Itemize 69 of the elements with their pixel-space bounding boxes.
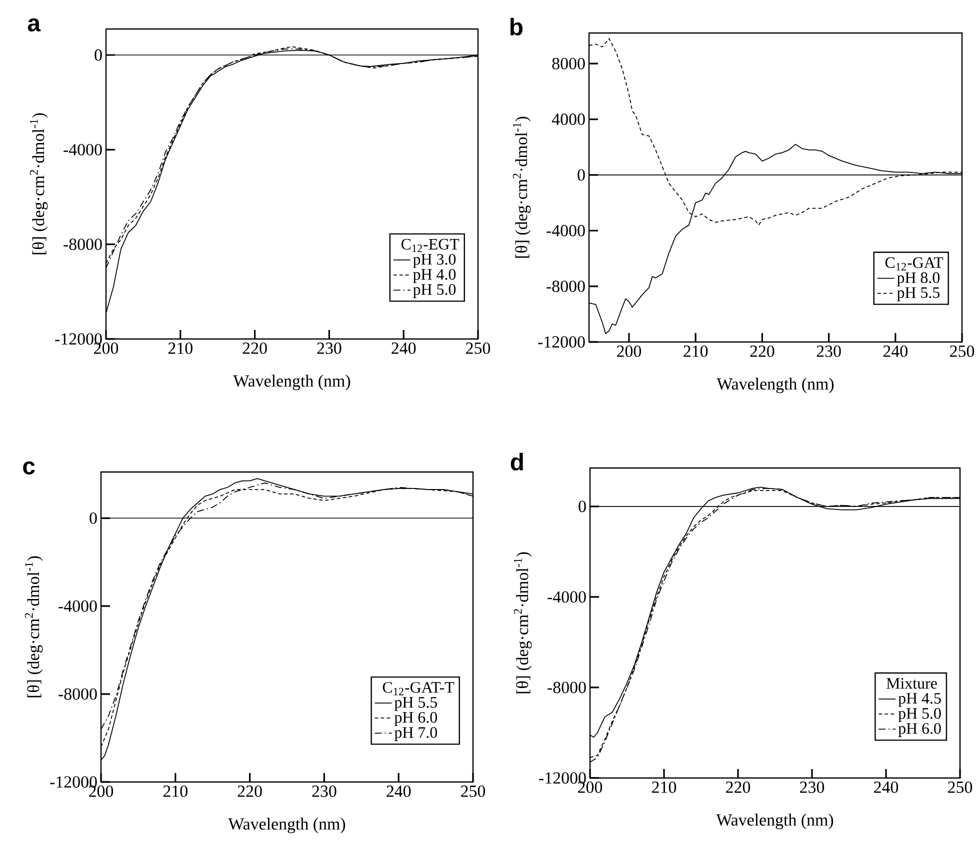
x-tick-label: 250: [948, 782, 972, 793]
x-tick-label: 210: [163, 786, 188, 797]
x-tick-label: 240: [883, 346, 908, 357]
y-axis-title: [θ] (deg·cm$^{2}$·dmol$^{-1}$): [514, 552, 532, 694]
chart-title: c: [23, 461, 35, 474]
y-tick-label: 4000: [552, 114, 585, 125]
x-axis-title: Wavelength (nm): [716, 814, 834, 830]
legend-label: pH 5.5: [897, 287, 940, 302]
x-tick-label: 250: [950, 346, 974, 357]
legend-label: pH 6.0: [898, 723, 941, 738]
x-tick-label: 230: [800, 782, 824, 793]
x-tick-label: 200: [617, 346, 642, 357]
y-tick-label: -8000: [546, 280, 585, 292]
y-tick-label: -12000: [538, 336, 585, 348]
y-tick-label: -4000: [548, 591, 586, 603]
y-tick-label: -12000: [50, 776, 97, 788]
x-axis-title: Wavelength (nm): [228, 818, 346, 834]
y-tick-label: 8000: [552, 58, 585, 70]
x-tick-label: 230: [317, 342, 342, 354]
x-tick-label: 240: [386, 786, 411, 797]
y-axis-title: [θ] (deg·cm$^{2}$·dmol$^{-1}$): [24, 556, 43, 698]
x-axis-title: Wavelength (nm): [716, 378, 834, 394]
legend-title: C$_{12}$-GAT-T: [382, 682, 454, 696]
x-tick-label: 240: [392, 342, 416, 354]
y-axis-title: [θ] (deg·cm$^{2}$·dmol$^{-1}$): [512, 116, 531, 258]
x-tick-label: 220: [750, 346, 774, 357]
x-tick-label: 210: [684, 346, 708, 357]
x-tick-label: 240: [874, 782, 898, 793]
y-tick-label: -4000: [64, 144, 102, 156]
x-tick-label: 220: [726, 782, 750, 793]
y-tick-label: -12000: [539, 772, 586, 784]
legend-label: pH 5.0: [413, 284, 456, 298]
y-tick-label: -12000: [55, 333, 102, 345]
legend-label: pH 3.0: [413, 254, 456, 268]
x-tick-label: 230: [816, 346, 841, 357]
legend-label: pH 6.0: [394, 712, 437, 726]
legend-title: Mixture: [886, 678, 937, 689]
legend-label: pH 7.0: [394, 727, 437, 742]
y-tick-label: -8000: [64, 238, 102, 250]
x-tick-label: 220: [242, 342, 267, 354]
y-tick-label: 0: [578, 169, 585, 181]
x-tick-label: 250: [466, 342, 490, 354]
x-axis-title: Wavelength (nm): [233, 374, 350, 390]
x-tick-label: 200: [94, 342, 118, 354]
legend-title: C$_{12}$-EGT: [401, 238, 460, 252]
x-tick-label: 200: [578, 782, 602, 793]
x-tick-label: 230: [312, 786, 336, 797]
legend-label: pH 4.0: [413, 269, 456, 284]
chart-title: a: [28, 18, 41, 32]
y-tick-label: 0: [578, 500, 586, 512]
x-tick-label: 250: [461, 786, 486, 797]
y-axis-title: [θ] (deg·cm$^{2}$·dmol$^{-1}$): [30, 113, 48, 254]
y-tick-label: 0: [90, 512, 97, 524]
legend-label: pH 4.5: [898, 693, 941, 707]
y-tick-label: 0: [94, 49, 102, 61]
y-tick-label: -8000: [548, 682, 586, 694]
x-tick-label: 200: [89, 786, 114, 797]
legend-label: pH 5.0: [898, 708, 941, 722]
x-tick-label: 210: [652, 782, 676, 793]
x-tick-label: 210: [168, 342, 192, 354]
legend-label: pH 8.0: [897, 272, 940, 286]
x-tick-label: 220: [238, 786, 262, 797]
chart-title: b: [510, 18, 523, 36]
y-tick-label: -4000: [58, 600, 97, 612]
chart-title: d: [510, 452, 523, 470]
y-tick-label: -4000: [546, 224, 585, 236]
y-tick-label: -8000: [58, 688, 97, 700]
legend-label: pH 5.5: [394, 697, 437, 711]
legend-title: C$_{12}$-GAT: [885, 257, 944, 270]
